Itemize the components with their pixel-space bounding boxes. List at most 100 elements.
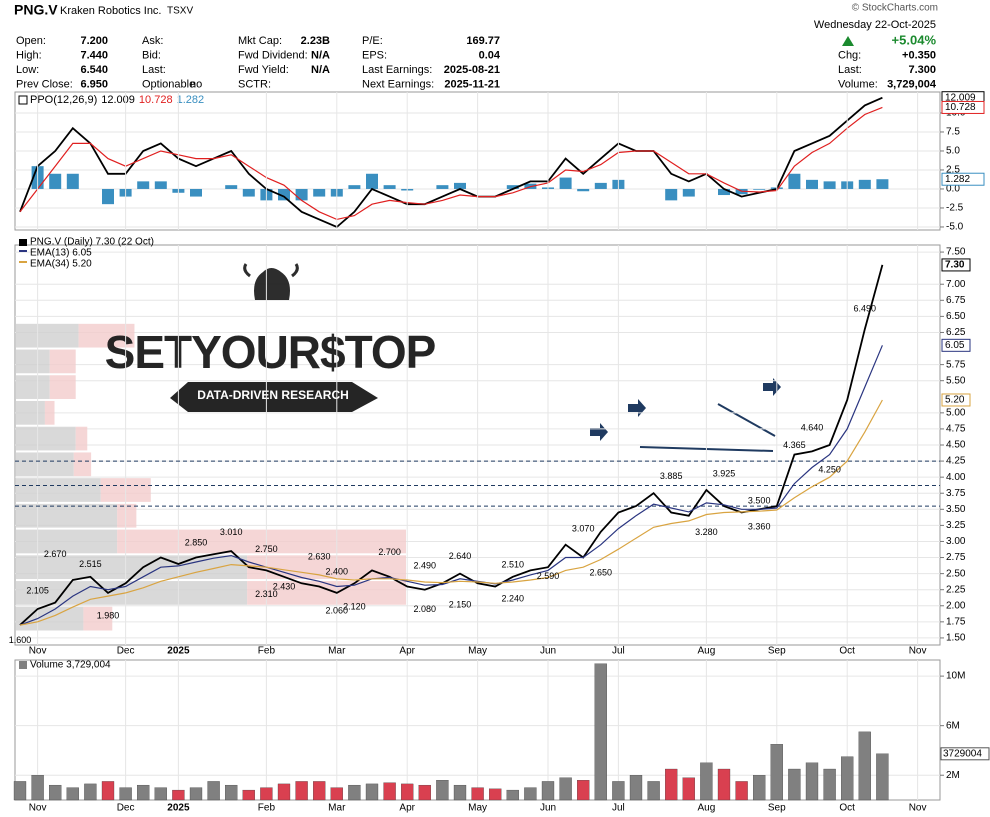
histogram-bar <box>102 188 114 205</box>
histogram-bar <box>806 179 818 189</box>
field-label: Fwd Yield: <box>238 64 289 76</box>
legend-value: 1.282 <box>177 94 205 106</box>
y-tick-label: 2.25 <box>946 584 966 595</box>
x-tick-label: Jun <box>540 646 556 657</box>
volume-title: Volume 3,729,004 <box>30 660 111 671</box>
field-label: Next Earnings: <box>362 78 434 90</box>
x-tick-label: Nov <box>909 646 927 657</box>
price-annotation: 2.310 <box>255 589 278 599</box>
volume-by-price-down <box>73 452 92 477</box>
price-annotation: 2.700 <box>378 547 401 557</box>
price-annotation: 2.640 <box>449 551 472 561</box>
price-annotation: 2.120 <box>343 601 366 611</box>
trend-line <box>717 403 776 437</box>
y-tick-label: 6.50 <box>946 311 966 322</box>
x-tick-label: Nov <box>29 646 47 657</box>
company: Kraken Robotics Inc. <box>60 5 162 17</box>
x-tick-label: Sep <box>768 803 786 814</box>
legend-entry: EMA(34) 5.20 <box>30 259 92 270</box>
volume-bar <box>189 787 203 801</box>
value-box-label: 12.009 <box>945 92 976 103</box>
volume-bar <box>313 781 326 801</box>
price-annotation: 3.010 <box>220 527 243 537</box>
x-tick-label: Mar <box>328 646 346 657</box>
histogram-bar <box>454 182 466 189</box>
field-label: Last: <box>838 64 862 76</box>
field-label: Last: <box>142 64 166 76</box>
price-annotation: 2.850 <box>185 537 208 547</box>
price-annotation: 2.240 <box>502 594 525 604</box>
watermark: SETYOUR$TOP DATA-DRIVEN RESEARCH <box>105 263 437 412</box>
symbol: PNG.V <box>14 2 58 18</box>
histogram-bar <box>682 188 695 197</box>
field-value: no <box>190 78 202 90</box>
series-line <box>19 106 883 221</box>
histogram-bar <box>383 185 396 189</box>
field-value: +0.350 <box>902 49 936 61</box>
arrow <box>590 423 608 441</box>
date: Wednesday 22-Oct-2025 <box>814 19 936 31</box>
legend-value: 10.728 <box>139 94 173 106</box>
volume-bar <box>13 781 27 801</box>
value-box <box>941 393 971 407</box>
y-tick-label: 3.25 <box>946 520 966 531</box>
volume-bar <box>242 789 255 801</box>
volume-by-price-up <box>16 349 50 374</box>
histogram-bar <box>823 181 836 189</box>
histogram-bar <box>876 179 889 189</box>
field-label: EPS: <box>362 49 387 61</box>
price-annotation: 2.490 <box>414 561 437 571</box>
price-annotation: 2.510 <box>502 559 525 569</box>
field-value: 7.300 <box>908 64 936 76</box>
exchange: TSXV <box>167 6 193 17</box>
x-tick-label: Sep <box>768 646 786 657</box>
y-tick-label: 7.00 <box>946 279 966 290</box>
histogram-bar <box>753 188 766 190</box>
volume-bar <box>471 787 484 801</box>
volume-bar <box>383 782 396 801</box>
x-tick-label: Nov <box>29 803 47 814</box>
volume-bar <box>682 777 695 801</box>
x-tick-label: Oct <box>839 803 855 814</box>
volume-bar <box>506 789 519 801</box>
legend-entry: PNG.V (Daily) 7.30 (22 Oct) <box>30 237 154 248</box>
field-value: 2025-11-21 <box>444 78 500 90</box>
volume-bar <box>66 787 79 801</box>
legend-swatch <box>19 250 27 252</box>
legend-swatch <box>19 239 27 246</box>
y-tick-label: 2.5 <box>946 165 960 176</box>
volume-bar <box>594 663 607 801</box>
volume-bar <box>225 784 238 801</box>
volume-by-price-up <box>16 426 76 451</box>
histogram-bar <box>788 173 801 189</box>
value-box-label: 1.282 <box>945 174 970 185</box>
volume-bar <box>137 784 150 801</box>
x-tick-label: May <box>468 646 487 657</box>
y-tick-label: 4.00 <box>946 472 966 483</box>
y-tick-label: 0.0 <box>946 184 960 195</box>
price-annotation: 2.400 <box>326 566 349 576</box>
volume-bar <box>805 762 819 801</box>
value-box <box>941 172 985 186</box>
y-tick-label: 7.50 <box>946 247 966 258</box>
banner <box>170 382 378 412</box>
y-tick-label: 1.50 <box>946 633 966 644</box>
y-tick-label: 5.75 <box>946 359 966 370</box>
volume-bar <box>365 783 379 801</box>
change: +5.04% <box>892 32 937 47</box>
price-annotation: 2.515 <box>79 559 102 569</box>
x-tick-label: Nov <box>909 803 927 814</box>
volume-by-price-up <box>16 503 118 528</box>
field-value: 6.540 <box>80 64 108 76</box>
y-tick-label: 2.50 <box>946 568 966 579</box>
volume-bar <box>841 756 854 801</box>
histogram-bar <box>190 188 202 197</box>
price-annotation: 4.640 <box>801 422 824 432</box>
x-tick-label: Apr <box>399 646 415 657</box>
volume-bar <box>665 768 678 801</box>
histogram-bar <box>278 188 290 201</box>
field-value: 6.950 <box>80 78 108 90</box>
bull-horns <box>243 263 299 278</box>
